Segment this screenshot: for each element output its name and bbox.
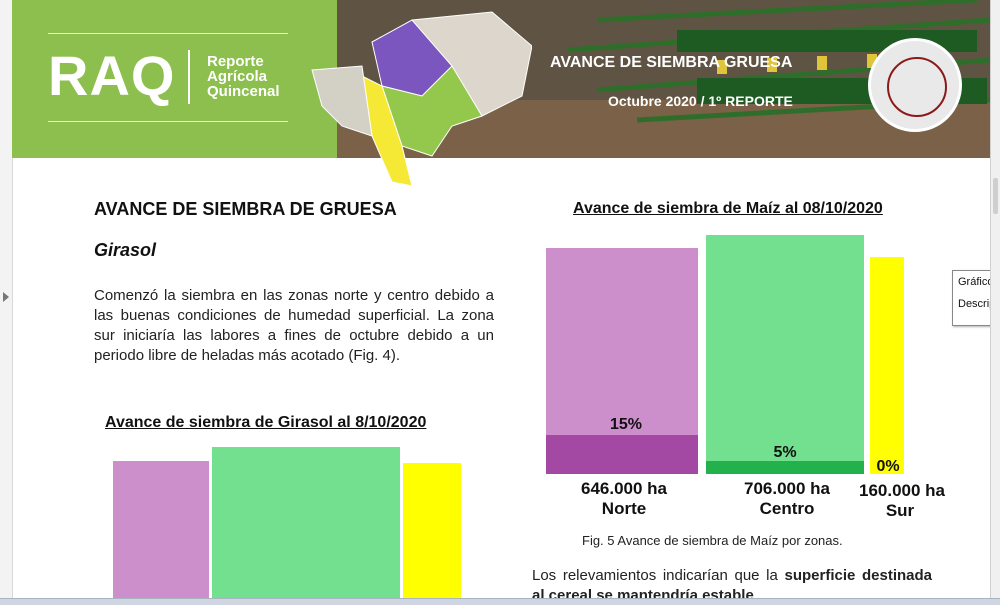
girasol-chart <box>113 447 461 604</box>
girasol-bar-sur <box>403 463 461 604</box>
maiz-bar-centro <box>706 235 864 474</box>
section-title: AVANCE DE SIEMBRA DE GRUESA <box>94 199 397 219</box>
girasol-bar-norte <box>113 461 209 604</box>
logo-subtitle: Reporte Agrícola Quincenal <box>207 54 280 99</box>
maiz-progress-centro <box>706 461 864 474</box>
logo-rule-top <box>48 33 288 34</box>
logo-sub-line-3: Quincenal <box>207 83 280 100</box>
logo-text: RAQ <box>48 44 176 107</box>
maiz-paragraph-text: Los relevamientos indicarían que la <box>532 567 785 584</box>
girasol-bar-centro <box>212 447 400 604</box>
maiz-pct-centro: 5% <box>773 444 796 461</box>
scrollbar-thumb[interactable] <box>993 178 998 214</box>
maiz-area-centro: 706.000 ha <box>744 479 831 498</box>
logo-sub-line-1: Reporte <box>207 53 264 70</box>
logo-rule-bottom <box>48 121 288 122</box>
maiz-category-centro: Centro <box>760 499 815 518</box>
header-subtitle: Octubre 2020 / 1º REPORTE <box>608 93 793 109</box>
region-map-illustration <box>311 11 532 187</box>
crop-heading: Girasol <box>94 240 157 260</box>
header-logo-panel: RAQ Reporte Agrícola Quincenal <box>12 0 337 158</box>
girasol-chart-title: Avance de siembra de Girasol al 8/10/202… <box>105 414 427 431</box>
expand-arrow-icon[interactable] <box>3 292 9 302</box>
maiz-category-sur: Sur <box>886 501 915 520</box>
maiz-area-norte: 646.000 ha <box>581 479 668 498</box>
girasol-paragraph: Comenzó la siembra en las zonas norte y … <box>94 287 494 364</box>
maiz-pct-sur: 0% <box>876 458 899 475</box>
maiz-chart: 15% 5% 0% 646.000 ha 706.000 ha 160.000 … <box>546 235 946 520</box>
left-gutter <box>0 0 13 604</box>
vertical-scrollbar[interactable] <box>990 0 1000 604</box>
report-header: RAQ Reporte Agrícola Quincenal <box>12 0 990 187</box>
maiz-pct-norte: 15% <box>610 416 642 433</box>
bolsa-cereales-seal <box>868 38 962 132</box>
seal-emblem-icon <box>887 57 947 117</box>
figure-caption: Fig. 5 Avance de siembra de Maíz por zon… <box>582 533 843 548</box>
tooltip-line-2: Descripción <box>958 298 1000 310</box>
logo-sub-line-2: Agrícola <box>207 68 268 85</box>
horizontal-scrollbar[interactable] <box>0 598 1000 605</box>
maiz-area-sur: 160.000 ha <box>859 481 946 500</box>
maiz-progress-norte <box>546 435 698 474</box>
tooltip-line-1: Gráfico, <box>958 276 997 288</box>
logo-separator <box>188 50 190 104</box>
header-title: AVANCE DE SIEMBRA GRUESA <box>550 54 793 71</box>
maiz-category-norte: Norte <box>602 499 646 518</box>
maiz-bar-sur <box>870 257 904 474</box>
maiz-chart-title: Avance de siembra de Maíz al 08/10/2020 <box>573 200 883 217</box>
